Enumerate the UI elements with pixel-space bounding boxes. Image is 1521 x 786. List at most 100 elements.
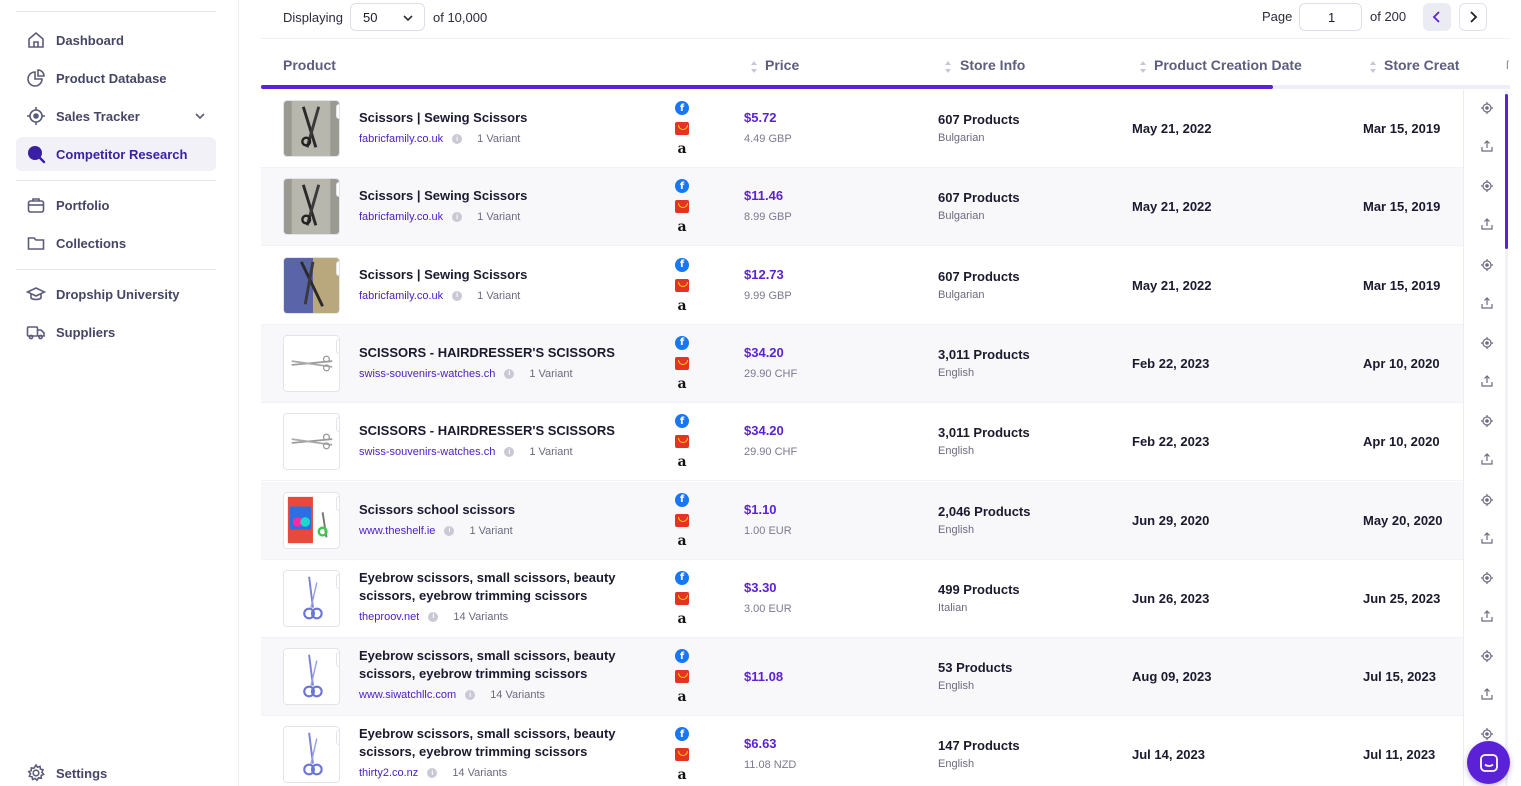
product-title[interactable]: Eyebrow scissors, small scissors, beauty… — [359, 648, 616, 682]
product-thumbnail[interactable]: 16 — [283, 726, 340, 784]
info-icon[interactable]: i — [427, 768, 438, 779]
info-icon[interactable]: i — [452, 212, 463, 223]
info-icon[interactable]: i — [428, 611, 439, 622]
aliexpress-icon[interactable] — [675, 200, 689, 214]
facebook-icon[interactable]: f — [675, 727, 689, 742]
amazon-icon[interactable]: a — [677, 141, 687, 157]
store-link[interactable]: theproov.net — [359, 610, 420, 623]
product-title[interactable]: Scissors | Sewing Scissors — [359, 110, 528, 125]
info-icon[interactable]: i — [465, 690, 476, 701]
amazon-icon[interactable]: a — [677, 767, 687, 784]
share-icon[interactable] — [1480, 296, 1494, 310]
facebook-icon[interactable]: f — [675, 570, 689, 585]
store-link[interactable]: fabricfamily.co.uk — [359, 289, 444, 302]
product-title[interactable]: SCISSORS - HAIRDRESSER'S SCISSORS — [359, 344, 615, 360]
sort-icon[interactable] — [750, 59, 758, 75]
aliexpress-icon[interactable] — [675, 748, 689, 762]
aliexpress-icon[interactable] — [675, 356, 689, 370]
table-row[interactable]: 3 Scissors | Sewing Scissors fabricfamily.… — [261, 247, 1463, 325]
next-page-button[interactable] — [1459, 3, 1487, 31]
table-row[interactable]: 3 Scissors | Sewing Scissors fabricfamily.… — [261, 168, 1463, 247]
share-icon[interactable] — [1480, 609, 1494, 623]
sort-icon[interactable] — [1139, 59, 1147, 75]
facebook-icon[interactable]: f — [675, 179, 689, 194]
sidebar-item-collections[interactable]: Collections — [16, 226, 216, 260]
locate-icon[interactable] — [1480, 414, 1494, 428]
sidebar-item-dashboard[interactable]: Dashboard — [16, 23, 216, 57]
product-thumbnail[interactable]: 3 — [283, 100, 340, 157]
table-row[interactable]: 1 SCISSORS - HAIRDRESSER'S SCISSORS swiss-… — [261, 324, 1463, 403]
previous-page-button[interactable] — [1423, 3, 1451, 31]
locate-icon[interactable] — [1480, 179, 1494, 193]
vertical-scrollbar[interactable] — [1505, 90, 1508, 786]
aliexpress-icon[interactable] — [675, 591, 689, 605]
column-header-store-creation-date[interactable]: Store Creat — [1384, 57, 1460, 73]
table-row[interactable]: 3 Scissors | Sewing Scissors fabricfamily.… — [261, 90, 1463, 168]
info-icon[interactable]: i — [504, 447, 515, 458]
store-link[interactable]: www.siwatchllc.com — [359, 689, 457, 702]
sidebar-item-sales-tracker[interactable]: Sales Tracker — [16, 99, 216, 133]
amazon-icon[interactable]: a — [677, 532, 687, 549]
facebook-icon[interactable]: f — [675, 335, 689, 350]
facebook-icon[interactable]: f — [675, 492, 689, 507]
facebook-icon[interactable]: f — [675, 414, 689, 429]
column-header-product[interactable]: Product — [283, 57, 336, 73]
per-page-select[interactable]: 50 — [350, 3, 425, 31]
sidebar-item-settings[interactable]: Settings — [16, 756, 216, 786]
aliexpress-icon[interactable] — [675, 122, 689, 135]
share-icon[interactable] — [1480, 452, 1494, 466]
aliexpress-icon[interactable] — [675, 670, 689, 684]
sidebar-item-product-database[interactable]: Product Database — [16, 61, 216, 95]
share-icon[interactable] — [1480, 217, 1494, 231]
locate-icon[interactable] — [1480, 571, 1494, 585]
aliexpress-icon[interactable] — [675, 513, 689, 527]
product-title[interactable]: SCISSORS - HAIRDRESSER'S SCISSORS — [359, 423, 615, 439]
product-thumbnail[interactable]: 3 — [283, 178, 340, 236]
info-icon[interactable]: i — [452, 134, 463, 144]
amazon-icon[interactable]: a — [677, 375, 687, 392]
store-link[interactable]: swiss-souvenirs-watches.ch — [359, 446, 496, 459]
share-icon[interactable] — [1480, 139, 1494, 153]
locate-icon[interactable] — [1480, 493, 1494, 507]
locate-icon[interactable] — [1480, 258, 1494, 272]
store-link[interactable]: fabricfamily.co.uk — [359, 133, 444, 145]
scrollbar-thumb[interactable] — [1505, 94, 1508, 249]
store-link[interactable]: thirty2.co.nz — [359, 767, 419, 780]
amazon-icon[interactable]: a — [677, 454, 687, 471]
product-title[interactable]: Scissors | Sewing Scissors — [359, 266, 528, 282]
product-thumbnail[interactable]: 1 — [283, 491, 340, 549]
share-icon[interactable] — [1480, 374, 1494, 388]
amazon-icon[interactable]: a — [677, 610, 687, 627]
locate-icon[interactable] — [1480, 649, 1494, 663]
table-row[interactable]: 1 SCISSORS - HAIRDRESSER'S SCISSORS swiss-… — [261, 403, 1463, 482]
chevron-down-icon[interactable] — [194, 110, 206, 122]
column-header-product-creation-date[interactable]: Product Creation Date — [1154, 57, 1302, 73]
product-thumbnail[interactable]: 1 — [283, 413, 340, 471]
sort-icon[interactable] — [1369, 59, 1377, 75]
sidebar-item-suppliers[interactable]: Suppliers — [16, 315, 216, 349]
locate-icon[interactable] — [1480, 336, 1494, 350]
sort-icon[interactable] — [944, 59, 952, 75]
product-thumbnail[interactable]: 1 — [283, 334, 340, 392]
product-title[interactable]: Eyebrow scissors, small scissors, beauty… — [359, 569, 616, 603]
store-link[interactable]: swiss-souvenirs-watches.ch — [359, 367, 496, 380]
product-title[interactable]: Scissors school scissors — [359, 501, 516, 517]
store-link[interactable]: www.theshelf.ie — [359, 524, 436, 537]
store-link[interactable]: fabricfamily.co.uk — [359, 211, 444, 224]
product-thumbnail[interactable]: 16 — [283, 648, 340, 706]
table-row[interactable]: 16 Eyebrow scissors, small scissors, beau… — [261, 716, 1463, 786]
table-row[interactable]: 1 Scissors school scissors www.theshelf.ie… — [261, 481, 1463, 560]
page-number-input[interactable]: 1 — [1299, 3, 1362, 31]
sidebar-item-competitor-research[interactable]: Competitor Research — [16, 137, 216, 171]
product-title[interactable]: Scissors | Sewing Scissors — [359, 188, 528, 204]
table-row[interactable]: 16 Eyebrow scissors, small scissors, beau… — [261, 560, 1463, 638]
product-thumbnail[interactable]: 16 — [283, 569, 340, 627]
sidebar-item-portfolio[interactable]: Portfolio — [16, 188, 216, 222]
sidebar-item-dropship-university[interactable]: Dropship University — [16, 277, 216, 311]
table-row[interactable]: 16 Eyebrow scissors, small scissors, beau… — [261, 638, 1463, 717]
product-title[interactable]: Eyebrow scissors, small scissors, beauty… — [359, 726, 616, 760]
info-icon[interactable]: i — [444, 525, 455, 536]
aliexpress-icon[interactable] — [675, 278, 689, 292]
amazon-icon[interactable]: a — [677, 689, 687, 706]
aliexpress-icon[interactable] — [675, 435, 689, 449]
